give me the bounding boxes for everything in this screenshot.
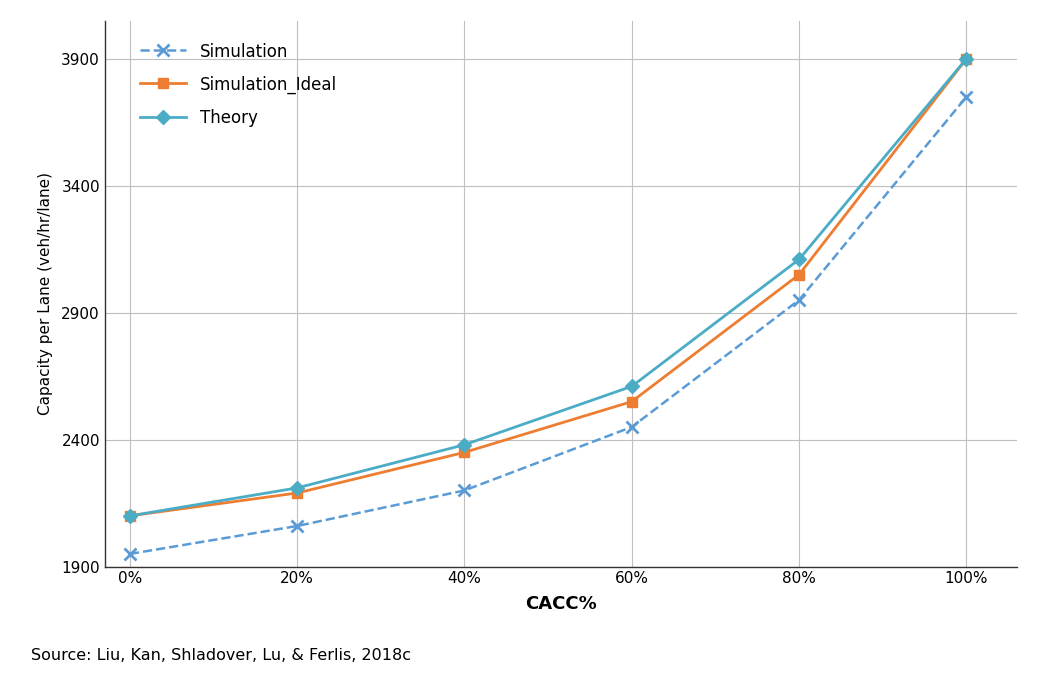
Simulation [291, 522, 304, 530]
Simulation_Ideal [458, 448, 471, 457]
Simulation_Ideal [626, 397, 638, 406]
Simulation [960, 93, 973, 101]
Line: Simulation_Ideal: Simulation_Ideal [125, 54, 971, 521]
Legend: Simulation, Simulation_Ideal, Theory: Simulation, Simulation_Ideal, Theory [131, 35, 345, 135]
X-axis label: CACC%: CACC% [525, 595, 596, 613]
Line: Simulation: Simulation [124, 91, 973, 560]
Simulation [458, 486, 471, 495]
Theory [124, 512, 136, 520]
Y-axis label: Capacity per Lane (veh/hr/lane): Capacity per Lane (veh/hr/lane) [38, 172, 52, 415]
Simulation [792, 296, 805, 304]
Theory [458, 441, 471, 449]
Theory [291, 484, 304, 492]
Simulation [626, 423, 638, 431]
Theory [792, 255, 805, 263]
Theory [960, 55, 973, 63]
Text: Source: Liu, Kan, Shladover, Lu, & Ferlis, 2018c: Source: Liu, Kan, Shladover, Lu, & Ferli… [31, 648, 412, 663]
Simulation_Ideal [792, 270, 805, 278]
Simulation_Ideal [291, 489, 304, 497]
Simulation [124, 550, 136, 558]
Simulation_Ideal [960, 55, 973, 63]
Simulation_Ideal [124, 512, 136, 520]
Theory [626, 382, 638, 390]
Line: Theory: Theory [125, 54, 971, 521]
